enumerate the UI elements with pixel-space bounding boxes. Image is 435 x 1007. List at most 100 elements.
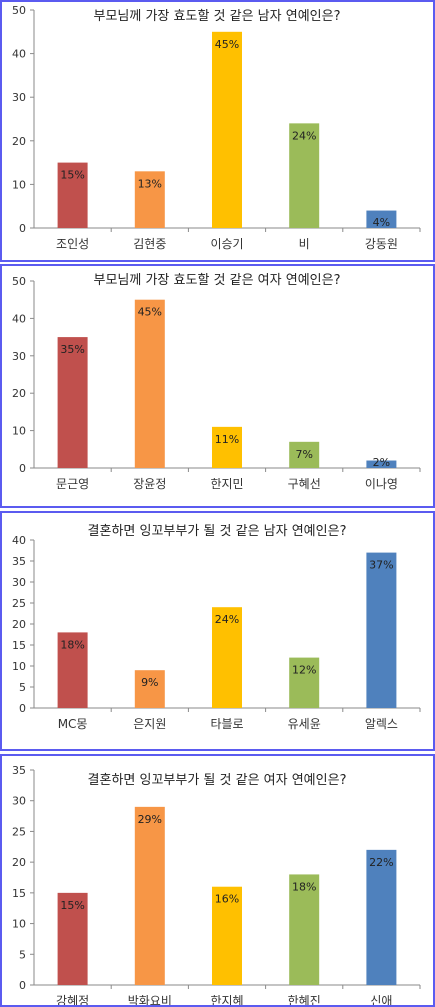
bar-chart-female-filial: 부모님께 가장 효도할 것 같은 여자 연예인은? 0 10 20 30 40 50 35%… bbox=[12, 273, 421, 491]
bar-1 bbox=[57, 632, 88, 708]
chart-panel-male-filial: 부모님께 가장 효도할 것 같은 남자 연예인은? 0 10 20 30 40 50 15%… bbox=[0, 0, 435, 262]
bar-5 bbox=[366, 552, 397, 708]
y-tick-label: 30 bbox=[12, 350, 26, 363]
bar-3 bbox=[212, 886, 242, 985]
chart-title: 부모님께 가장 효도할 것 같은 남자 연예인은? bbox=[94, 9, 341, 24]
category-label: 구혜선 bbox=[288, 477, 321, 491]
y-tick-label: 10 bbox=[12, 425, 26, 438]
category-label: 장윤정 bbox=[133, 477, 166, 491]
category-label: 유세윤 bbox=[288, 717, 321, 731]
y-tick-label: 20 bbox=[12, 387, 26, 400]
data-label: 7% bbox=[295, 448, 312, 461]
category-label: 박화요비 bbox=[128, 994, 172, 1005]
bar-chart-male-filial: 부모님께 가장 효도할 것 같은 남자 연예인은? 0 10 20 30 40 50 15%… bbox=[12, 4, 421, 251]
y-tick-label: 5 bbox=[19, 681, 26, 694]
y-tick-label: 40 bbox=[12, 312, 26, 325]
data-label: 18% bbox=[292, 880, 316, 893]
category-label: 한지민 bbox=[210, 477, 243, 491]
bar-1 bbox=[57, 892, 88, 985]
data-label: 4% bbox=[373, 216, 390, 229]
category-label: 김현중 bbox=[133, 237, 166, 251]
data-label: 9% bbox=[141, 676, 158, 689]
chart-panel-male-couple: 결혼하면 잉꼬부부가 될 것 같은 남자 연예인은? 0 5 10 15 20 25 30 3… bbox=[0, 511, 435, 751]
bar-3 bbox=[212, 607, 242, 708]
y-tick-label: 50 bbox=[12, 4, 26, 17]
y-tick-label: 0 bbox=[19, 462, 26, 475]
y-tick-label: 20 bbox=[12, 618, 26, 631]
data-label: 15% bbox=[60, 169, 84, 182]
category-label: 한혜진 bbox=[288, 994, 321, 1005]
category-label: 타블로 bbox=[210, 717, 243, 731]
y-tick-label: 40 bbox=[12, 534, 26, 547]
bar-chart-male-couple: 결혼하면 잉꼬부부가 될 것 같은 남자 연예인은? 0 5 10 15 20 25 30 3… bbox=[12, 524, 421, 731]
category-label: 알렉스 bbox=[365, 717, 398, 731]
y-tick-label: 5 bbox=[19, 948, 26, 961]
y-tick-label: 15 bbox=[12, 887, 26, 900]
bar-2 bbox=[134, 670, 165, 708]
bar-4 bbox=[289, 657, 320, 708]
data-label: 45% bbox=[138, 306, 162, 319]
bar-2 bbox=[134, 171, 165, 228]
y-tick-label: 50 bbox=[12, 275, 26, 288]
category-label: 한지혜 bbox=[210, 994, 243, 1005]
data-label: 35% bbox=[60, 343, 84, 356]
y-tick-label: 35 bbox=[12, 555, 26, 568]
y-tick-label: 35 bbox=[12, 764, 26, 777]
y-tick-label: 0 bbox=[19, 702, 26, 715]
y-tick-label: 30 bbox=[12, 91, 26, 104]
data-label: 12% bbox=[292, 664, 316, 677]
y-tick-label: 0 bbox=[19, 979, 26, 992]
y-tick-label: 20 bbox=[12, 856, 26, 869]
bar-5 bbox=[366, 210, 397, 228]
y-tick-label: 10 bbox=[12, 918, 26, 931]
y-tick-label: 20 bbox=[12, 135, 26, 148]
bar-1 bbox=[57, 162, 88, 228]
data-label: 15% bbox=[60, 899, 84, 912]
chart-title: 결혼하면 잉꼬부부가 될 것 같은 남자 연예인은? bbox=[88, 524, 347, 539]
data-label: 16% bbox=[215, 893, 239, 906]
chart-title: 부모님께 가장 효도할 것 같은 여자 연예인은? bbox=[94, 273, 341, 288]
bar-4 bbox=[289, 123, 320, 228]
bar-4 bbox=[289, 874, 320, 985]
chart-title: 결혼하면 잉꼬부부가 될 것 같은 여자 연예인은? bbox=[88, 773, 347, 788]
category-label: MC몽 bbox=[58, 717, 88, 731]
category-label: 이승기 bbox=[210, 237, 243, 251]
y-tick-label: 30 bbox=[12, 576, 26, 589]
bar-4 bbox=[289, 441, 320, 468]
category-label: 은지원 bbox=[133, 717, 166, 731]
y-tick-label: 0 bbox=[19, 222, 26, 235]
bar-3 bbox=[212, 31, 242, 228]
data-label: 22% bbox=[369, 856, 393, 869]
y-tick-label: 25 bbox=[12, 597, 26, 610]
data-label: 13% bbox=[138, 177, 162, 190]
chart-panel-female-couple: 결혼하면 잉꼬부부가 될 것 같은 여자 연예인은? 0 5 10 15 20 25 30 3… bbox=[0, 754, 435, 1007]
category-label: 강동원 bbox=[365, 237, 398, 251]
bar-3 bbox=[212, 426, 242, 468]
y-tick-label: 10 bbox=[12, 178, 26, 191]
data-label: 18% bbox=[60, 638, 84, 651]
category-label: 신애 bbox=[370, 994, 392, 1005]
bar-2 bbox=[134, 806, 165, 985]
bar-1 bbox=[57, 337, 88, 468]
category-label: 문근영 bbox=[56, 477, 89, 491]
data-label: 45% bbox=[215, 38, 239, 51]
category-label: 조인성 bbox=[56, 237, 89, 251]
y-tick-label: 10 bbox=[12, 660, 26, 673]
bar-5 bbox=[366, 849, 397, 985]
y-tick-label: 15 bbox=[12, 639, 26, 652]
category-label: 비 bbox=[299, 237, 310, 251]
y-tick-label: 25 bbox=[12, 825, 26, 838]
category-label: 이나영 bbox=[365, 477, 398, 491]
data-label: 24% bbox=[292, 129, 316, 142]
bar-5 bbox=[366, 460, 397, 468]
data-label: 2% bbox=[373, 456, 390, 469]
data-label: 29% bbox=[138, 813, 162, 826]
data-label: 37% bbox=[369, 559, 393, 572]
bar-chart-female-couple: 결혼하면 잉꼬부부가 될 것 같은 여자 연예인은? 0 5 10 15 20 25 30 3… bbox=[12, 764, 421, 1005]
y-tick-label: 40 bbox=[12, 48, 26, 61]
bar-2 bbox=[134, 299, 165, 468]
data-label: 11% bbox=[215, 433, 239, 446]
category-label: 강혜정 bbox=[56, 994, 89, 1005]
data-label: 24% bbox=[215, 613, 239, 626]
y-tick-label: 30 bbox=[12, 795, 26, 808]
